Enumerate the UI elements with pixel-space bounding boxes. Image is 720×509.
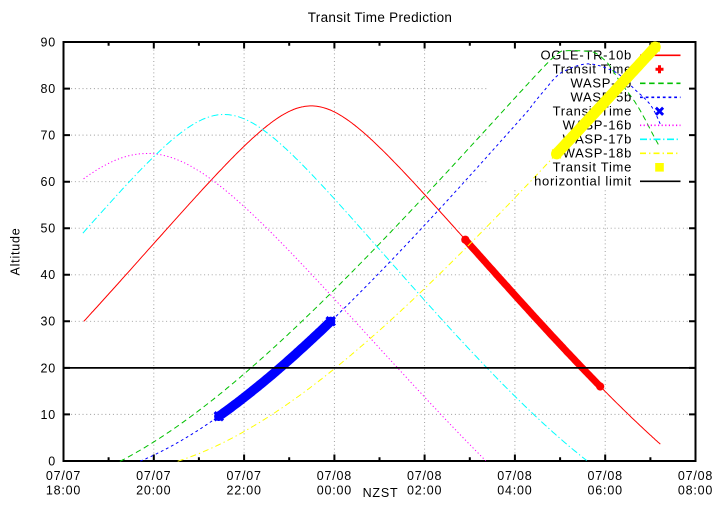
svg-text:20:00: 20:00	[136, 483, 171, 497]
svg-text:30: 30	[40, 315, 56, 329]
svg-text:07/08: 07/08	[317, 469, 352, 483]
svg-text:07/07: 07/07	[46, 469, 81, 483]
svg-text:10: 10	[40, 408, 56, 422]
svg-text:60: 60	[40, 175, 56, 189]
svg-text:Transit Time: Transit Time	[553, 62, 632, 77]
svg-text:Transit Time: Transit Time	[553, 160, 632, 175]
svg-text:80: 80	[40, 82, 56, 96]
svg-text:50: 50	[40, 222, 56, 236]
svg-text:WASP-18b: WASP-18b	[563, 146, 632, 161]
svg-text:Transit Time Prediction: Transit Time Prediction	[308, 10, 452, 25]
svg-text:0: 0	[48, 454, 56, 468]
svg-text:07/08: 07/08	[407, 469, 442, 483]
svg-text:07/07: 07/07	[136, 469, 171, 483]
svg-text:20: 20	[40, 361, 56, 375]
svg-text:04:00: 04:00	[497, 483, 532, 497]
svg-text:18:00: 18:00	[46, 483, 81, 497]
svg-text:90: 90	[40, 35, 56, 49]
svg-text:NZST: NZST	[363, 486, 399, 500]
svg-text:07/08: 07/08	[497, 469, 532, 483]
svg-text:horizontial limit: horizontial limit	[534, 174, 632, 189]
svg-text:Altitude: Altitude	[8, 227, 22, 275]
svg-text:02:00: 02:00	[407, 483, 442, 497]
svg-text:OGLE-TR-10b: OGLE-TR-10b	[540, 48, 632, 63]
svg-text:70: 70	[40, 129, 56, 143]
svg-text:22:00: 22:00	[226, 483, 261, 497]
svg-text:07/08: 07/08	[588, 469, 623, 483]
svg-text:07/07: 07/07	[226, 469, 261, 483]
svg-text:40: 40	[40, 268, 56, 282]
svg-text:06:00: 06:00	[588, 483, 623, 497]
svg-text:08:00: 08:00	[678, 483, 713, 497]
svg-text:07/08: 07/08	[678, 469, 713, 483]
svg-text:00:00: 00:00	[317, 483, 352, 497]
